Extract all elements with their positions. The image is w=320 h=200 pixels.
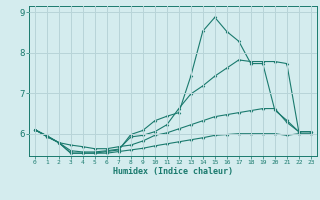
X-axis label: Humidex (Indice chaleur): Humidex (Indice chaleur)	[113, 167, 233, 176]
